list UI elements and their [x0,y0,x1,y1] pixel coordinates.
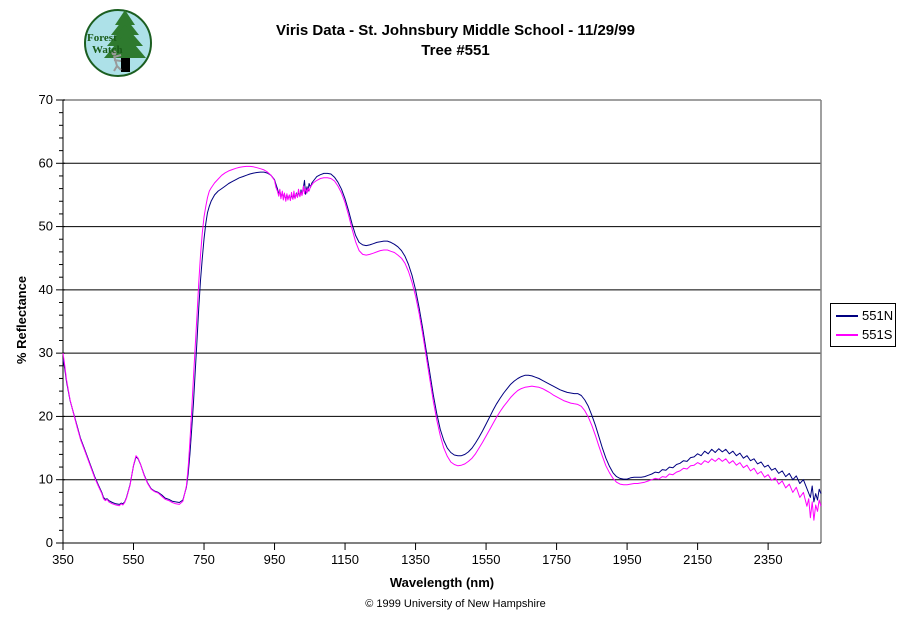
y-axis-tick-label: 50 [39,219,53,234]
series-line-551N [62,171,822,505]
y-axis-tick-label: 0 [46,535,53,550]
y-axis-title: % Reflectance [14,275,29,365]
x-axis-tick-label: 550 [123,552,145,567]
x-axis-title: Wavelength (nm) [389,575,495,590]
y-axis-tick-label: 10 [39,472,53,487]
legend: 551N 551S [830,303,896,347]
chart-subtitle: Tree #551 [421,42,490,59]
x-axis-tick-label: 1350 [401,552,430,567]
forest-watch-logo-graphic: Forest Watch [84,9,152,77]
x-axis-tick-label: 1550 [472,552,501,567]
x-axis-tick-label: 1150 [331,552,359,567]
y-axis-tick-label: 20 [39,408,53,423]
x-axis-tick-label: 950 [264,552,286,567]
legend-line-sample-551S [836,333,858,336]
x-axis-tick-label: 2150 [683,552,712,567]
x-axis-tick-label: 750 [193,552,215,567]
logo-text-line1: Forest [87,32,117,44]
chart-title: Viris Data - St. Johnsbury Middle School… [276,22,635,39]
legend-line-sample-551N [836,314,858,317]
y-axis-tick-label: 70 [39,92,53,107]
series-line-551S [62,165,822,521]
legend-item-551S: 551S [836,327,895,342]
legend-label-551N: 551N [862,308,894,323]
x-axis-tick-label: 1750 [542,552,571,567]
title-block: Viris Data - St. Johnsbury Middle School… [0,21,911,61]
logo-person [111,50,122,72]
legend-label-551S: 551S [862,327,893,342]
forest-watch-logo: Forest Watch [83,8,153,78]
y-axis-tick-label: 40 [39,282,53,297]
y-axis-tick-label: 60 [39,155,53,170]
x-axis-tick-label: 350 [52,552,74,567]
legend-item-551N: 551N [836,308,895,323]
logo-text-line2: Watch [92,44,123,56]
y-axis-tick-label: 30 [39,345,53,360]
plot-area [63,100,821,543]
x-axis-tick-label: 2350 [754,552,783,567]
x-axis-tick-label: 1950 [613,552,642,567]
copyright-footer: © 1999 University of New Hampshire [365,598,546,610]
